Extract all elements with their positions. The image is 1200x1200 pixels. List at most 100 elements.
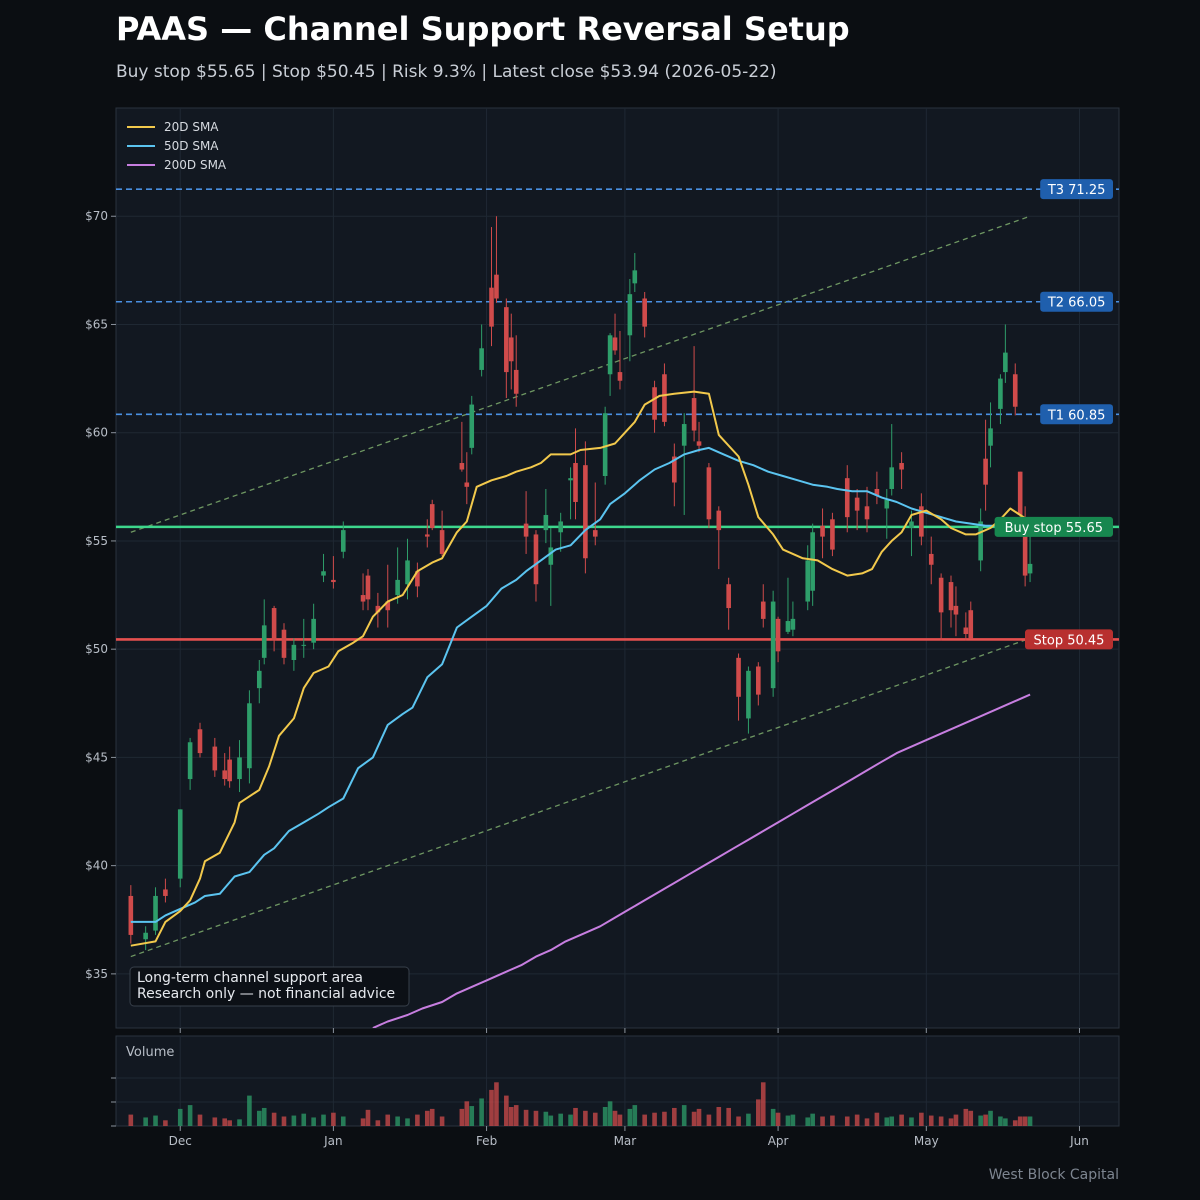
candle-body	[1012, 374, 1018, 407]
candle-body	[424, 534, 430, 537]
y-tick-label: $50	[85, 642, 108, 656]
x-tick-label: Dec	[169, 1134, 192, 1148]
volume-bar	[464, 1101, 470, 1126]
volume-bar	[197, 1114, 203, 1126]
volume-bar	[271, 1112, 277, 1126]
candle-body	[429, 504, 435, 528]
candle-body	[548, 547, 554, 565]
candle-body	[864, 506, 870, 520]
candle-body	[602, 413, 608, 476]
volume-bar	[844, 1116, 850, 1126]
level-label-stop: Stop 50.45	[1034, 633, 1105, 648]
volume-bar	[187, 1105, 193, 1126]
annotation-line: Long-term channel support area	[137, 970, 363, 986]
candle-body	[790, 618, 796, 630]
candle-body	[197, 729, 203, 754]
candle-body	[163, 889, 168, 896]
volume-bar	[340, 1116, 346, 1126]
candle-body	[736, 657, 741, 697]
volume-bar	[1022, 1116, 1028, 1126]
channel-lines	[130, 215, 1031, 958]
x-tick-label: May	[914, 1134, 939, 1148]
volume-bar	[385, 1114, 391, 1126]
level-label-box	[994, 516, 1113, 537]
volume-bar	[874, 1112, 880, 1126]
volume-bar	[405, 1118, 410, 1126]
candle-body	[543, 514, 549, 531]
candle-body	[508, 337, 514, 362]
volume-bar	[948, 1118, 954, 1126]
chart-subtitle: Buy stop $55.65 | Stop $50.45 | Risk 9.3…	[116, 62, 777, 82]
candle-body	[672, 456, 677, 483]
volume-bar	[508, 1107, 514, 1126]
candle-body	[321, 571, 326, 576]
candle-body	[983, 458, 988, 485]
candle-body	[237, 757, 242, 780]
legend: 20D SMA 50D SMA 200D SMA	[127, 120, 227, 172]
volume-bar	[681, 1105, 687, 1126]
candle-body	[504, 307, 509, 373]
level-labels: T3 71.25 T2 66.05 T1 60.85 Buy stop 55.65 St…	[994, 179, 1113, 650]
candle-body	[854, 497, 860, 511]
volume-bar	[953, 1114, 959, 1126]
candle-body	[494, 274, 499, 299]
candle-body	[212, 746, 218, 771]
candle-body	[247, 703, 252, 769]
candle-body	[385, 601, 391, 611]
volume-bar	[662, 1111, 667, 1126]
volume-bar	[864, 1118, 870, 1126]
candle-body	[464, 482, 470, 487]
level-label-box	[1040, 404, 1113, 425]
volume-bar	[128, 1114, 134, 1126]
candle-body	[726, 584, 731, 609]
candle-body	[489, 287, 494, 327]
candle-body	[696, 441, 702, 446]
volume-bar	[612, 1110, 618, 1126]
volume-bar	[568, 1114, 573, 1126]
sma20-line	[130, 390, 1031, 947]
volume-bar	[775, 1112, 781, 1126]
volume-bar	[415, 1114, 420, 1126]
level-label-t2: T2 66.05	[1047, 296, 1106, 311]
volume-bar	[770, 1108, 776, 1126]
candle-body	[627, 294, 633, 336]
level-label-t1: T1 60.85	[1047, 408, 1106, 423]
sma-lines	[130, 390, 1031, 947]
legend-label-sma20: 20D SMA	[164, 120, 219, 134]
volume-bar	[504, 1095, 509, 1126]
volume-bar	[1003, 1118, 1008, 1126]
channel-upper-line	[130, 215, 1031, 533]
volume-panel	[115, 1035, 1120, 1127]
volume-bar	[1027, 1116, 1033, 1126]
volume-bar	[746, 1113, 751, 1126]
volume-bar	[790, 1114, 796, 1126]
candle-body	[746, 670, 751, 719]
footer-credit: West Block Capital	[988, 1167, 1119, 1183]
candle-body	[533, 534, 539, 585]
candle-body	[1022, 521, 1028, 576]
volume-bar	[222, 1118, 227, 1126]
volume-bar	[153, 1115, 158, 1126]
candle-body	[889, 467, 895, 489]
candle-body	[459, 463, 465, 470]
volume-bar	[424, 1110, 430, 1126]
volume-bar	[573, 1107, 578, 1126]
candle-body	[810, 532, 815, 591]
volume-bar	[375, 1120, 381, 1126]
candle-body	[573, 463, 578, 502]
volume-bar	[706, 1114, 712, 1126]
volume-bar	[810, 1113, 815, 1126]
candle-body	[365, 575, 371, 600]
volume-label: Volume	[126, 1045, 174, 1060]
candle-body	[716, 510, 722, 531]
volume-bar	[899, 1114, 904, 1126]
candle-body	[375, 605, 381, 613]
candle-body	[884, 499, 890, 509]
candle-body	[844, 478, 850, 518]
candle-body	[756, 666, 761, 695]
level-label-box	[1040, 291, 1113, 312]
y-tick-label: $65	[85, 317, 108, 331]
volume-bar	[602, 1107, 608, 1126]
volume-bar	[652, 1112, 657, 1126]
